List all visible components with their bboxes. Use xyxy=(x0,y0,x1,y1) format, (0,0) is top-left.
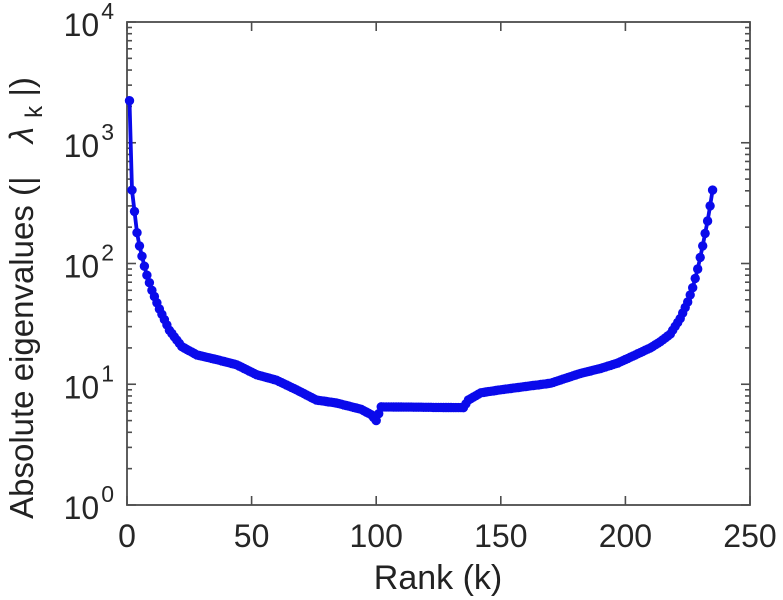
data-line xyxy=(127,98,715,423)
y-tick-base: 10 xyxy=(64,369,100,405)
y-axis-label: Absolute eigenvalues (| λ k |) xyxy=(3,77,49,519)
data-point xyxy=(707,185,718,195)
data-point xyxy=(124,96,135,106)
x-axis-label: Rank (k) xyxy=(374,559,502,597)
data-point xyxy=(698,241,708,251)
y-tick-label: 101 xyxy=(64,360,114,405)
x-tick-label: 0 xyxy=(118,518,136,554)
data-point xyxy=(142,270,152,280)
data-point xyxy=(127,185,137,195)
x-tick-label: 100 xyxy=(350,518,403,554)
x-tick-label: 250 xyxy=(723,518,776,554)
data-point xyxy=(688,283,698,293)
y-tick-label: 103 xyxy=(64,119,114,164)
x-tick-label: 50 xyxy=(234,518,270,554)
y-tick-exponent: 4 xyxy=(101,0,114,24)
x-tick-label: 200 xyxy=(599,518,652,554)
y-tick-exponent: 0 xyxy=(101,481,114,507)
data-point xyxy=(695,252,705,263)
y-tick-label: 102 xyxy=(64,240,114,285)
data-point xyxy=(705,201,715,211)
y-tick-base: 10 xyxy=(64,128,100,164)
y-axis-label-suffix: |) xyxy=(3,77,40,97)
x-tick-label: 150 xyxy=(474,518,527,554)
data-point xyxy=(129,206,140,217)
lambda-symbol: λ xyxy=(3,127,40,145)
y-tick-exponent: 3 xyxy=(101,119,114,145)
y-tick-base: 10 xyxy=(64,249,100,285)
data-point xyxy=(683,297,693,307)
data-point xyxy=(685,290,695,300)
data-point xyxy=(132,228,142,238)
y-tick-exponent: 1 xyxy=(101,360,114,386)
data-point xyxy=(690,273,700,284)
data-point xyxy=(137,251,147,261)
y-tick-label: 104 xyxy=(64,0,115,43)
data-point xyxy=(144,278,155,288)
data-point xyxy=(134,241,145,251)
y-axis-label-prefix: Absolute eigenvalues (| xyxy=(3,176,40,518)
y-tick-base: 10 xyxy=(64,7,100,43)
lambda-subscript: k xyxy=(21,105,48,118)
y-tick-base: 10 xyxy=(64,490,100,526)
y-tick-label: 100 xyxy=(64,481,114,526)
data-point xyxy=(700,228,710,239)
plot-box xyxy=(126,21,751,506)
data-point xyxy=(693,264,703,274)
data-point xyxy=(702,216,713,226)
data-point xyxy=(139,261,150,271)
y-tick-exponent: 2 xyxy=(101,240,114,266)
